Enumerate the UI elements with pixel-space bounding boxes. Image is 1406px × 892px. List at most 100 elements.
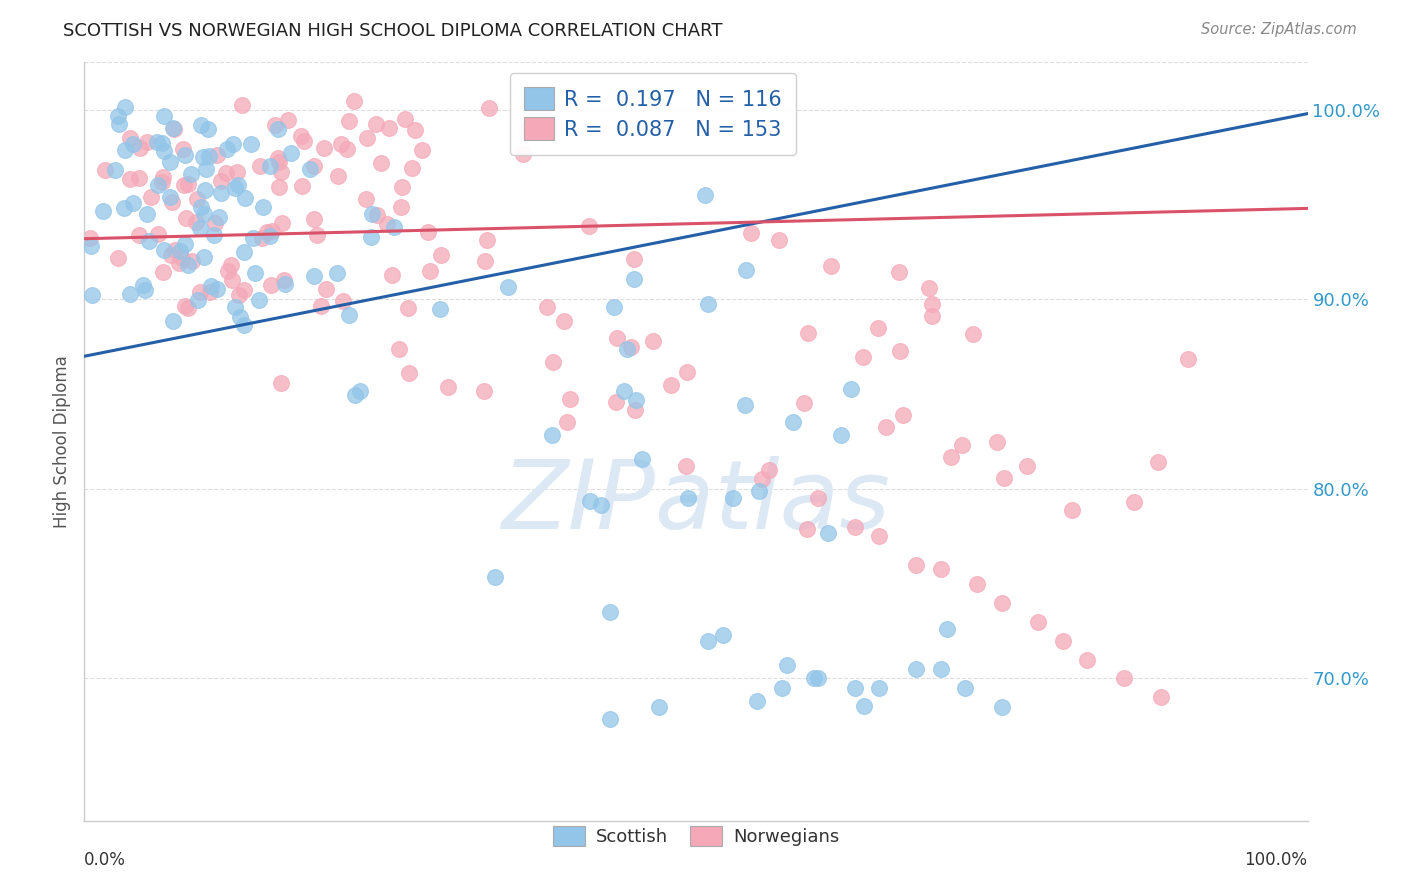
Point	[302, 268, 325, 283]
Point	[259, 160, 281, 174]
Point	[302, 212, 325, 227]
Point	[868, 321, 890, 335]
Point	[869, 681, 891, 695]
Point	[152, 264, 174, 278]
Point	[114, 143, 136, 157]
Point	[630, 451, 652, 466]
Point	[935, 622, 957, 636]
Point	[394, 112, 416, 126]
Point	[496, 280, 519, 294]
Point	[195, 161, 218, 176]
Point	[1114, 672, 1136, 686]
Point	[114, 101, 136, 115]
Point	[517, 120, 540, 135]
Point	[174, 211, 197, 225]
Point	[623, 272, 645, 286]
Point	[613, 384, 636, 399]
Point	[269, 155, 291, 169]
Point	[146, 227, 169, 241]
Point	[174, 236, 197, 251]
Text: SCOTTISH VS NORWEGIAN HIGH SCHOOL DIPLOMA CORRELATION CHART: SCOTTISH VS NORWEGIAN HIGH SCHOOL DIPLOM…	[63, 22, 723, 40]
Point	[172, 142, 194, 156]
Point	[104, 163, 127, 178]
Point	[589, 499, 612, 513]
Point	[929, 662, 952, 676]
Point	[697, 297, 720, 311]
Point	[222, 136, 245, 151]
Point	[188, 220, 211, 235]
Point	[162, 121, 184, 136]
Point	[162, 120, 184, 135]
Point	[242, 231, 264, 245]
Point	[150, 174, 173, 188]
Point	[918, 281, 941, 295]
Point	[226, 165, 249, 179]
Point	[541, 354, 564, 368]
Point	[146, 135, 169, 149]
Point	[648, 699, 671, 714]
Point	[599, 712, 621, 726]
Point	[536, 300, 558, 314]
Point	[217, 142, 239, 156]
Point	[259, 229, 281, 244]
Point	[624, 402, 647, 417]
Point	[270, 165, 292, 179]
Point	[91, 204, 114, 219]
Point	[661, 378, 683, 392]
Point	[134, 283, 156, 297]
Point	[641, 334, 664, 348]
Point	[207, 282, 229, 296]
Point	[187, 293, 209, 307]
Point	[107, 109, 129, 123]
Point	[329, 136, 352, 151]
Point	[256, 225, 278, 239]
Point	[193, 250, 215, 264]
Y-axis label: High School Diploma: High School Diploma	[53, 355, 72, 528]
Point	[905, 558, 928, 572]
Point	[803, 672, 825, 686]
Point	[277, 113, 299, 128]
Point	[676, 364, 699, 378]
Point	[298, 162, 321, 177]
Point	[184, 215, 207, 229]
Point	[273, 277, 295, 291]
Point	[378, 121, 401, 136]
Point	[271, 216, 294, 230]
Point	[309, 299, 332, 313]
Point	[711, 628, 734, 642]
Point	[80, 239, 103, 253]
Point	[768, 233, 790, 247]
Point	[129, 141, 152, 155]
Point	[782, 415, 804, 429]
Point	[404, 123, 426, 137]
Point	[1147, 455, 1170, 469]
Point	[267, 151, 290, 165]
Point	[235, 191, 257, 205]
Point	[194, 183, 217, 197]
Point	[136, 136, 159, 150]
Point	[162, 314, 184, 328]
Point	[929, 561, 952, 575]
Text: Source: ZipAtlas.com: Source: ZipAtlas.com	[1201, 22, 1357, 37]
Point	[93, 163, 115, 178]
Point	[675, 458, 697, 473]
Text: 0.0%: 0.0%	[84, 851, 127, 869]
Point	[419, 264, 441, 278]
Point	[748, 484, 770, 499]
Point	[986, 434, 1008, 449]
Point	[176, 258, 198, 272]
Point	[128, 227, 150, 242]
Point	[770, 681, 793, 695]
Point	[260, 224, 283, 238]
Point	[193, 207, 215, 221]
Point	[807, 491, 830, 506]
Point	[1017, 459, 1039, 474]
Point	[553, 314, 575, 328]
Point	[159, 190, 181, 204]
Text: ZIPatlas: ZIPatlas	[502, 456, 890, 549]
Point	[364, 117, 387, 131]
Point	[153, 144, 176, 158]
Point	[267, 121, 290, 136]
Point	[221, 273, 243, 287]
Point	[740, 227, 762, 241]
